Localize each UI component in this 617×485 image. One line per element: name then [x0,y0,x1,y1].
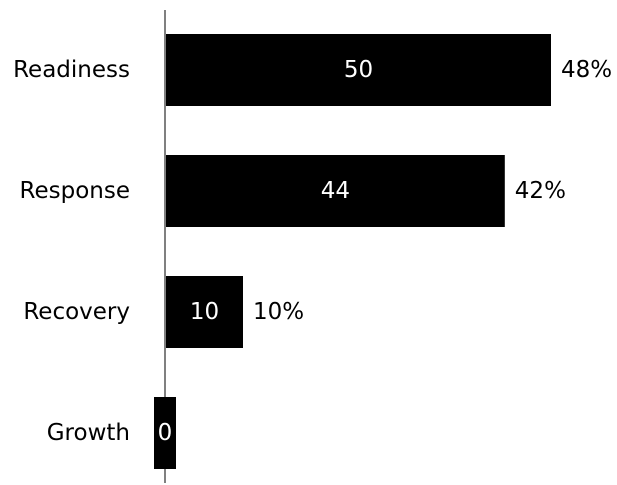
category-label-recovery: Recovery [23,299,130,325]
value-label-readiness: 50 [344,57,373,83]
bar-readiness [166,34,551,106]
bar-recovery [166,276,243,348]
percent-label-recovery: 10% [253,299,304,325]
category-label-growth: Growth [47,420,130,446]
value-label-recovery: 10 [190,299,219,325]
percent-label-response: 42% [515,178,566,204]
category-label-response: Response [20,178,130,204]
value-label-growth: 0 [158,420,173,446]
value-label-response: 44 [321,178,350,204]
category-label-readiness: Readiness [13,57,130,83]
bar-response [166,155,505,227]
percent-label-readiness: 48% [561,57,612,83]
bar-growth [154,397,176,469]
